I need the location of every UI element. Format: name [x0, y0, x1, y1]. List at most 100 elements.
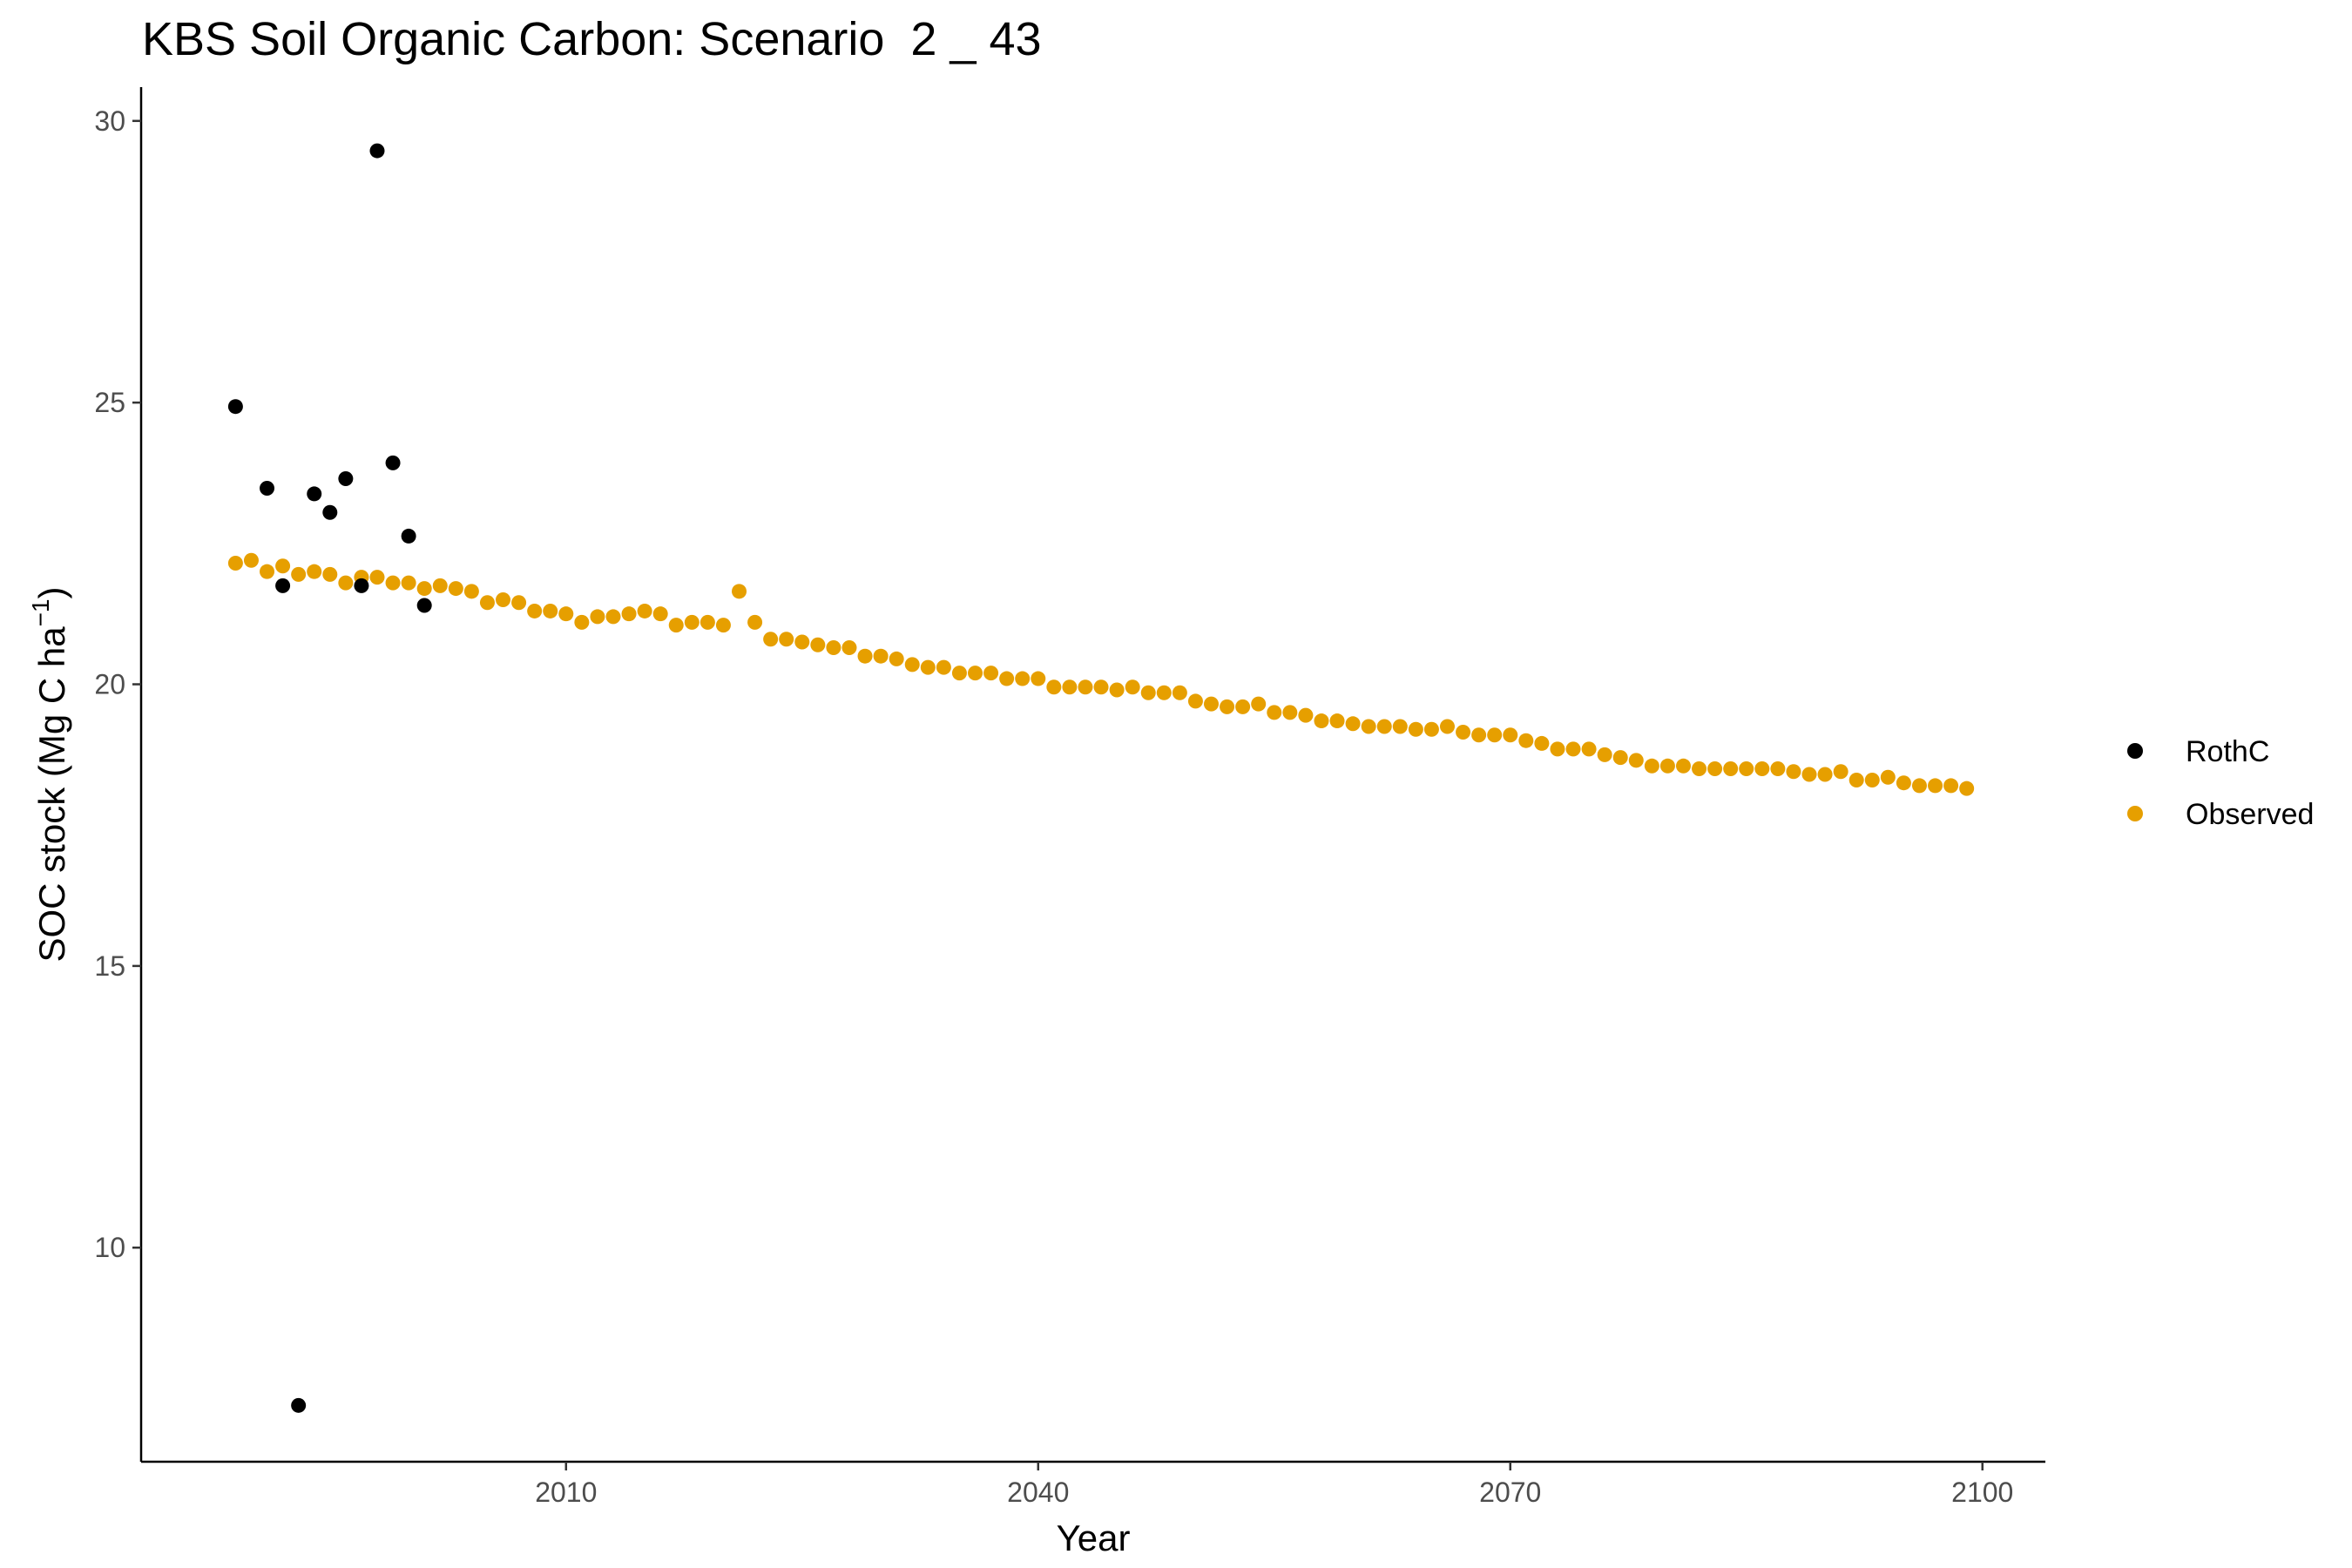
point-rothc — [322, 504, 338, 520]
x-tick-label: 2100 — [1951, 1477, 2013, 1508]
y-axis-title-superscript: −1 — [27, 598, 54, 626]
point-observed — [432, 578, 448, 593]
point-observed — [1487, 727, 1503, 743]
point-observed — [1125, 679, 1140, 695]
point-observed — [605, 609, 621, 625]
point-observed — [700, 614, 715, 630]
point-observed — [873, 648, 889, 664]
point-observed — [1911, 778, 1927, 794]
point-observed — [951, 666, 967, 681]
point-observed — [511, 595, 527, 611]
point-observed — [1675, 758, 1691, 774]
point-observed — [1581, 741, 1597, 757]
point-observed — [826, 639, 841, 655]
point-rothc — [401, 528, 416, 544]
point-observed — [385, 575, 401, 591]
point-observed — [1298, 707, 1314, 723]
point-observed — [1251, 696, 1267, 712]
point-rothc — [275, 578, 291, 593]
point-observed — [1597, 747, 1612, 762]
point-observed — [1235, 699, 1251, 714]
point-observed — [1864, 772, 1880, 787]
point-observed — [1612, 750, 1628, 766]
point-observed — [496, 592, 511, 608]
point-observed — [794, 634, 810, 650]
point-observed — [527, 603, 543, 618]
legend: RothC Observed — [2127, 735, 2314, 831]
point-rothc — [354, 578, 369, 593]
point-observed — [1078, 679, 1093, 695]
point-observed — [307, 564, 322, 579]
legend-key-rothc — [2127, 743, 2143, 759]
point-observed — [448, 581, 463, 597]
point-observed — [1093, 679, 1109, 695]
point-observed — [1770, 761, 1786, 777]
y-tick-label: 25 — [94, 387, 125, 418]
point-observed — [1659, 758, 1675, 774]
point-observed — [1329, 713, 1345, 729]
legend-label-rothc: RothC — [2186, 735, 2269, 768]
point-observed — [338, 575, 354, 591]
point-observed — [275, 558, 291, 574]
point-observed — [1518, 733, 1534, 748]
y-axis-title-text: SOC stock (Mg C ha−1) — [27, 586, 72, 962]
point-observed — [1220, 699, 1235, 714]
y-ticks: 10 15 20 25 30 — [94, 105, 141, 1263]
point-observed — [968, 666, 983, 681]
point-observed — [779, 632, 794, 647]
point-observed — [543, 603, 558, 618]
point-observed — [574, 614, 590, 630]
point-observed — [1140, 685, 1156, 700]
point-observed — [684, 614, 700, 630]
point-observed — [1707, 761, 1723, 777]
point-observed — [621, 606, 637, 622]
point-observed — [1739, 761, 1754, 777]
point-observed — [369, 570, 385, 585]
y-tick-label: 20 — [94, 669, 125, 700]
point-observed — [1786, 764, 1801, 780]
point-observed — [1062, 679, 1078, 695]
point-observed — [260, 564, 275, 579]
point-observed — [1187, 693, 1203, 709]
point-observed — [936, 659, 951, 675]
point-observed — [1550, 741, 1565, 757]
point-observed — [1203, 696, 1219, 712]
point-observed — [1109, 682, 1125, 698]
point-rothc — [227, 399, 243, 415]
point-observed — [1031, 671, 1046, 686]
y-tick-label: 30 — [94, 105, 125, 137]
point-observed — [857, 648, 873, 664]
point-observed — [1644, 758, 1659, 774]
point-observed — [1156, 685, 1172, 700]
point-observed — [1282, 705, 1298, 720]
point-rothc — [369, 143, 385, 159]
point-observed — [416, 581, 432, 597]
point-observed — [1314, 713, 1329, 729]
point-observed — [558, 606, 574, 622]
point-observed — [1723, 761, 1739, 777]
series-observed — [227, 552, 1975, 796]
point-observed — [1943, 778, 1959, 794]
point-rothc — [416, 598, 432, 613]
y-axis-title-main: SOC stock (Mg C ha — [31, 626, 72, 963]
point-observed — [1692, 761, 1707, 777]
x-tick-label: 2040 — [1007, 1477, 1069, 1508]
point-rothc — [307, 486, 322, 502]
point-observed — [1896, 775, 1911, 791]
point-observed — [1801, 767, 1817, 782]
point-observed — [920, 659, 936, 675]
point-observed — [1015, 671, 1031, 686]
point-observed — [227, 555, 243, 571]
x-ticks: 2010 2040 2070 2100 — [535, 1462, 2013, 1508]
point-observed — [1267, 705, 1282, 720]
point-observed — [747, 614, 763, 630]
point-rothc — [260, 480, 275, 496]
y-axis-title: SOC stock (Mg C ha−1) — [27, 586, 72, 962]
point-observed — [1833, 764, 1848, 780]
point-observed — [1471, 727, 1487, 743]
point-observed — [1423, 721, 1439, 737]
point-observed — [1534, 735, 1550, 751]
axes — [139, 87, 2045, 1463]
point-observed — [1439, 719, 1455, 734]
